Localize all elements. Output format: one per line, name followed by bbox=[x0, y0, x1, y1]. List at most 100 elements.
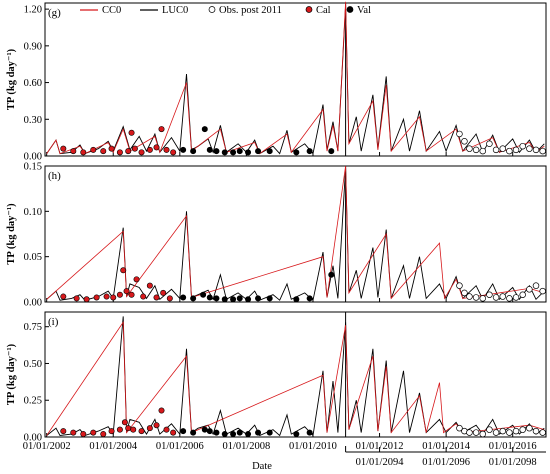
val-point bbox=[328, 148, 335, 155]
cal-point bbox=[158, 407, 165, 414]
series-line-cc0 bbox=[46, 321, 545, 436]
cal-point bbox=[108, 145, 115, 152]
obs-point bbox=[472, 146, 480, 154]
series-line-cc0 bbox=[46, 165, 545, 300]
obs-point bbox=[499, 427, 506, 435]
cal-point bbox=[100, 431, 107, 438]
cal-point bbox=[108, 428, 115, 435]
cal-point bbox=[80, 149, 87, 156]
val-point bbox=[213, 429, 220, 436]
val-point bbox=[206, 146, 213, 153]
obs-point bbox=[479, 147, 487, 155]
obs-point bbox=[506, 147, 513, 155]
series-line-luc0 bbox=[46, 5, 545, 155]
panel-i: 0.00 0.25 0.50 0.75 TP (kg day⁻¹) (i) bbox=[6, 311, 547, 444]
cal-point bbox=[120, 267, 127, 274]
obs-point bbox=[532, 146, 540, 154]
val-point bbox=[206, 294, 213, 301]
cal-point bbox=[170, 429, 177, 436]
legend-label-cc0: CC0 bbox=[102, 5, 121, 16]
val-point bbox=[255, 429, 262, 436]
x-tick-label: 01/01/2016 bbox=[489, 441, 537, 452]
obs-point bbox=[526, 145, 533, 152]
obs-point bbox=[479, 295, 487, 302]
cal-point bbox=[103, 293, 110, 300]
obs-point bbox=[512, 427, 520, 435]
y-tick-label: 0.25 bbox=[24, 396, 42, 407]
val-point bbox=[230, 149, 237, 156]
val-point bbox=[328, 271, 335, 278]
val-point bbox=[306, 295, 313, 302]
markers bbox=[60, 407, 546, 438]
cal-point bbox=[138, 428, 145, 435]
val-point bbox=[190, 148, 197, 155]
y-tick-label: 0.10 bbox=[24, 207, 42, 218]
obs-point bbox=[512, 146, 520, 154]
legend: CC0 LUC0 Obs. post 2011 Cal Val bbox=[80, 5, 371, 16]
cal-point bbox=[116, 426, 123, 433]
cal-point bbox=[128, 291, 135, 298]
cal-point bbox=[73, 295, 80, 302]
obs-point bbox=[461, 289, 468, 297]
cal-point bbox=[163, 146, 170, 153]
future-tick-label: 01/01/2098 bbox=[489, 457, 537, 468]
markers bbox=[60, 126, 546, 156]
obs-point bbox=[466, 145, 473, 152]
val-point bbox=[266, 148, 273, 155]
obs-point bbox=[499, 145, 506, 152]
val-point bbox=[190, 295, 197, 302]
y-tick-label: 0.00 bbox=[24, 433, 42, 444]
cal-point bbox=[121, 419, 128, 426]
obs-point bbox=[506, 295, 513, 302]
y-tick-label: 0.05 bbox=[24, 252, 42, 263]
panel-frame bbox=[44, 2, 547, 157]
cal-point bbox=[153, 294, 160, 301]
panel-label: (h) bbox=[48, 170, 61, 182]
obs-point bbox=[492, 429, 500, 436]
val-point bbox=[180, 428, 187, 435]
obs-point bbox=[492, 294, 500, 301]
cal-point bbox=[116, 291, 123, 298]
val-point bbox=[230, 431, 237, 438]
cal-point bbox=[158, 126, 165, 133]
val-point bbox=[266, 295, 273, 302]
obs-point bbox=[539, 287, 546, 295]
cal-point bbox=[140, 293, 147, 300]
y-tick-label: 0.15 bbox=[24, 162, 42, 173]
obs-point bbox=[532, 282, 540, 289]
y-tick-label: 0.50 bbox=[24, 359, 42, 370]
cal-point bbox=[83, 296, 90, 303]
x-tick-label: 01/01/2012 bbox=[356, 441, 404, 452]
cal-point bbox=[146, 146, 153, 153]
val-point bbox=[201, 126, 208, 133]
obs-point bbox=[472, 429, 480, 436]
val-point bbox=[190, 429, 197, 436]
y-axis-label: TP (kg day⁻¹) bbox=[6, 343, 17, 405]
val-point bbox=[266, 429, 273, 436]
y-tick-label: 0.30 bbox=[24, 115, 42, 126]
cal-point bbox=[116, 149, 123, 156]
legend-label-luc0: LUC0 bbox=[162, 5, 188, 16]
val-point bbox=[221, 431, 228, 438]
cal-point bbox=[70, 148, 77, 155]
series-line-luc0 bbox=[46, 316, 545, 437]
val-point bbox=[201, 426, 208, 433]
y-axis-label: TP (kg day⁻¹) bbox=[6, 48, 17, 110]
legend-label-obs: Obs. post 2011 bbox=[219, 5, 282, 16]
legend-label-cal: Cal bbox=[316, 5, 331, 16]
panel-label: (g) bbox=[48, 7, 61, 19]
obs-point bbox=[486, 426, 493, 433]
val-point bbox=[293, 149, 300, 156]
series-line-cc0 bbox=[46, 1, 545, 155]
cal-point bbox=[153, 144, 160, 151]
legend-swatch-cal bbox=[305, 6, 313, 13]
cal-point bbox=[146, 425, 153, 432]
y-axis-label: TP (kg day⁻¹) bbox=[6, 203, 17, 265]
panel-h: 0.00 0.05 0.10 0.15 TP (kg day⁻¹) (h) bbox=[6, 162, 547, 309]
val-point bbox=[245, 296, 252, 303]
cal-point bbox=[125, 148, 132, 155]
obs-point bbox=[466, 293, 473, 300]
panel-frame bbox=[44, 311, 547, 438]
val-point bbox=[236, 429, 243, 436]
